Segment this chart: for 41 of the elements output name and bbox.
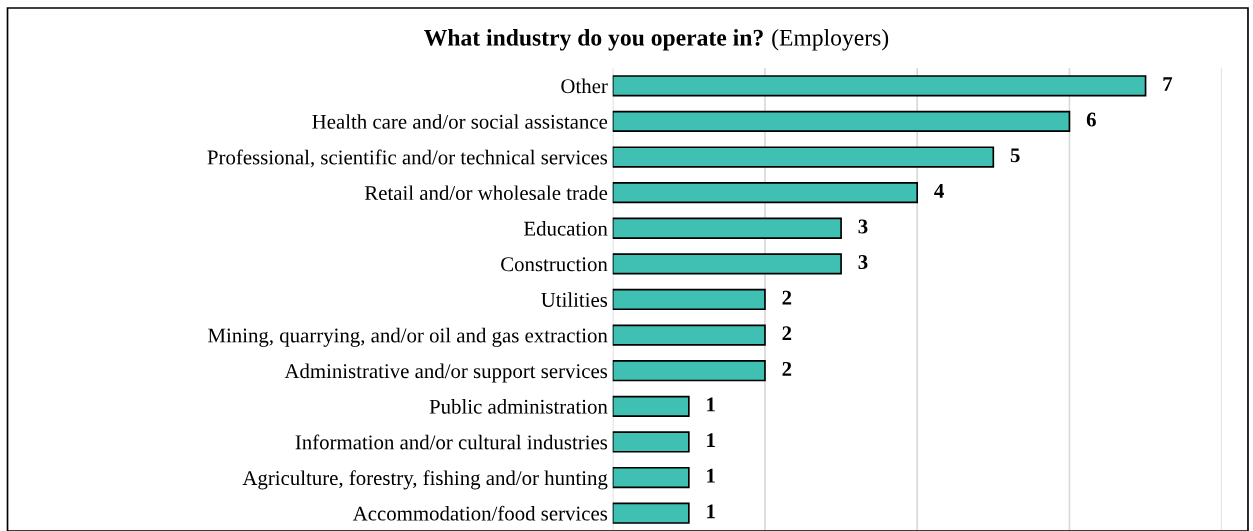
bar: [612, 324, 766, 346]
data-label: 1: [707, 397, 715, 412]
data-label: 3: [858, 219, 868, 234]
bar: [612, 217, 842, 239]
data-label: 2: [782, 290, 792, 305]
y-tick-label: Information and/or cultural industries: [295, 434, 608, 450]
data-label: 7: [1163, 77, 1173, 91]
bar: [612, 253, 842, 275]
data-label: 3: [858, 255, 868, 270]
data-label: 4: [934, 183, 944, 198]
y-tick-label: Administrative and/or support services: [284, 363, 608, 383]
y-tick-label: Mining, quarrying, and/or oil and gas extraction: [208, 327, 608, 347]
data-label: 1: [707, 468, 715, 483]
data-label: 6: [1086, 112, 1096, 127]
y-tick-label: Utilities: [541, 292, 608, 307]
bar: [612, 395, 690, 417]
y-tick-label: Retail and/or wholesale trade: [364, 185, 608, 201]
bar: [612, 182, 919, 204]
chart-subtitle: (Employers): [772, 29, 889, 51]
y-tick-label: Agriculture, forestry, fishing and/or hunting: [242, 470, 608, 490]
chart-title: What industry do you operate in?: [424, 29, 763, 51]
y-tick-label: Education: [523, 221, 608, 236]
bar: [612, 431, 690, 453]
y-tick-label: Public administration: [429, 399, 608, 414]
bar: [612, 110, 1071, 133]
data-label: 2: [782, 361, 792, 376]
data-label: 2: [782, 326, 792, 341]
data-label: 5: [1010, 148, 1020, 163]
bar: [612, 466, 690, 489]
y-tick-label: Construction: [501, 257, 608, 272]
bar: [612, 360, 766, 382]
y-tick-label: Health care and/or social assistance: [312, 114, 608, 129]
y-tick-label: Other: [561, 78, 608, 94]
y-tick-label: Professional, scientific and/or technical services: [207, 149, 608, 168]
y-tick-label: Accommodation/food services: [352, 505, 608, 521]
bar: [612, 146, 995, 168]
bar: [612, 502, 690, 524]
bar: [612, 288, 766, 311]
data-label: 1: [707, 504, 715, 519]
data-label: 1: [707, 433, 715, 447]
bar: [612, 75, 1147, 97]
